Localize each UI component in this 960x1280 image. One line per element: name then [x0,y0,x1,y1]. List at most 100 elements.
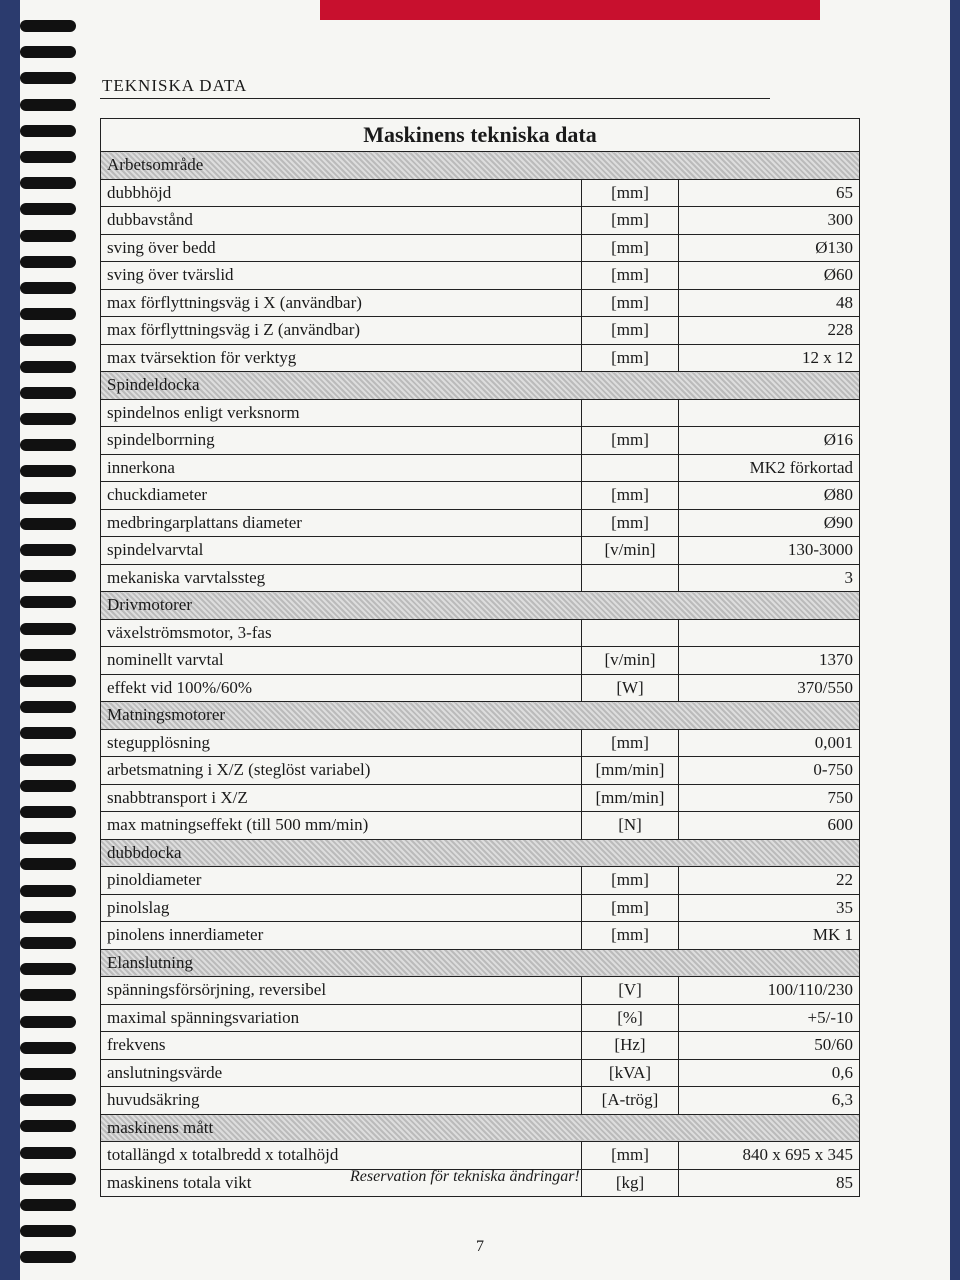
spec-value: Ø80 [678,481,860,510]
spec-table: Maskinens tekniska data Arbetsområde dubb… [100,118,860,1197]
spec-unit: [mm/min] [581,783,679,812]
spiral-ring [20,806,76,818]
spiral-ring [20,334,76,347]
spec-label: spindelnos enligt verksnorm [100,398,582,427]
spec-label: arbetsmatning i X/Z (steglöst variabel) [100,756,582,785]
spec-label: nominellt varvtal [100,646,582,675]
spec-unit: [Hz] [581,1031,679,1060]
spiral-ring [20,46,76,59]
spec-row: växelströmsmotor, 3-fas [100,618,860,647]
spec-label: maximal spänningsvariation [100,1003,582,1032]
paper: TEKNISKA DATA Maskinens tekniska data Ar… [20,0,950,1280]
spiral-ring [20,910,76,923]
section-row: Matningsmotorer [100,701,860,730]
spiral-ring [20,570,76,583]
spec-value [678,618,860,647]
spec-unit: [mm] [581,481,679,510]
spec-unit: [mm] [581,316,679,345]
spec-value: 228 [678,316,860,345]
page-number: 7 [476,1238,484,1255]
spec-label: stegupplösning [100,728,582,757]
spec-unit: [mm] [581,866,679,895]
spiral-ring [20,308,76,321]
section-row: Arbetsområde [100,151,860,180]
spec-label: medbringarplattans diameter [100,508,582,537]
spec-row: pinolslag [mm] 35 [100,893,860,922]
spiral-ring [20,1068,76,1080]
spec-row: max tvärsektion för verktyg [mm] 12 x 12 [100,343,860,372]
spec-label: pinolens innerdiameter [100,921,582,950]
spec-value: MK 1 [678,921,860,950]
section-row: Drivmotorer [100,591,860,620]
spec-value: 300 [678,206,860,235]
spiral-ring [20,884,76,897]
spec-label: totallängd x totalbredd x totalhöjd [100,1141,582,1170]
spec-unit: [mm] [581,728,679,757]
spec-value: 85 [678,1168,860,1197]
section-name: dubbdocka [100,838,860,867]
spiral-ring [20,989,76,1002]
spec-label: huvudsäkring [100,1086,582,1115]
spec-unit: [mm] [581,233,679,262]
spec-unit [581,398,679,427]
spec-row: medbringarplattans diameter [mm] Ø90 [100,508,860,537]
spec-unit: [mm] [581,921,679,950]
spec-value: +5/-10 [678,1003,860,1032]
spec-value: MK2 förkortad [678,453,860,482]
spec-value: 370/550 [678,673,860,702]
spec-label: sving över tvärslid [100,261,582,290]
spiral-ring [20,255,76,268]
spec-value: 6,3 [678,1086,860,1115]
spec-label: max tvärsektion för verktyg [100,343,582,372]
spec-value: 130-3000 [678,536,860,565]
spiral-ring [20,1146,76,1159]
spec-value: Ø60 [678,261,860,290]
spiral-ring [20,675,76,687]
spec-label: max förflyttningsväg i Z (användbar) [100,316,582,345]
footnote: Reservation för tekniska ändringar! [350,1168,580,1185]
spec-label: pinolslag [100,893,582,922]
spec-row: mekaniska varvtalssteg 3 [100,563,860,592]
spec-row: max förflyttningsväg i X (användbar) [mm]… [100,288,860,317]
spec-label: sving över bedd [100,233,582,262]
spec-unit: [mm/min] [581,756,679,785]
spec-row: sving över tvärslid [mm] Ø60 [100,261,860,290]
section-name: Spindeldocka [100,371,860,400]
spec-value: 3 [678,563,860,592]
spiral-ring [20,360,76,373]
spiral-ring [20,386,76,399]
spec-label: spindelvarvtal [100,536,582,565]
spec-row: maskinens totala vikt [kg] 85 [100,1168,860,1197]
spec-unit: [mm] [581,288,679,317]
title-row: Maskinens tekniska data [100,118,860,152]
spec-value: Ø130 [678,233,860,262]
spiral-ring [20,1015,76,1028]
spec-unit: [kVA] [581,1058,679,1087]
spec-unit [581,563,679,592]
spec-label: max matningseffekt (till 500 mm/min) [100,811,582,840]
spiral-ring [20,622,76,635]
spec-label: dubbhöjd [100,178,582,207]
spec-row: innerkona MK2 förkortad [100,453,860,482]
spec-label: mekaniska varvtalssteg [100,563,582,592]
spec-value: 65 [678,178,860,207]
spec-value: 0,001 [678,728,860,757]
spiral-ring [20,229,76,242]
spec-value: Ø16 [678,426,860,455]
spiral-ring [20,124,76,137]
spiral-ring [20,596,76,609]
spec-row: arbetsmatning i X/Z (steglöst variabel)[… [100,756,860,785]
spec-row: effekt vid 100%/60% [W] 370/550 [100,673,860,702]
spiral-ring [20,491,76,504]
spec-unit: [mm] [581,426,679,455]
spec-value: 48 [678,288,860,317]
spec-unit: [mm] [581,1141,679,1170]
spec-unit: [mm] [581,261,679,290]
spec-label: dubbavstånd [100,206,582,235]
spec-unit: [v/min] [581,646,679,675]
section-name: Drivmotorer [100,591,860,620]
spec-label: maskinens totala vikt [100,1168,582,1197]
spec-row: spänningsförsörjning, reversibel [V] 100/1… [100,976,860,1005]
spec-value: 0-750 [678,756,860,785]
